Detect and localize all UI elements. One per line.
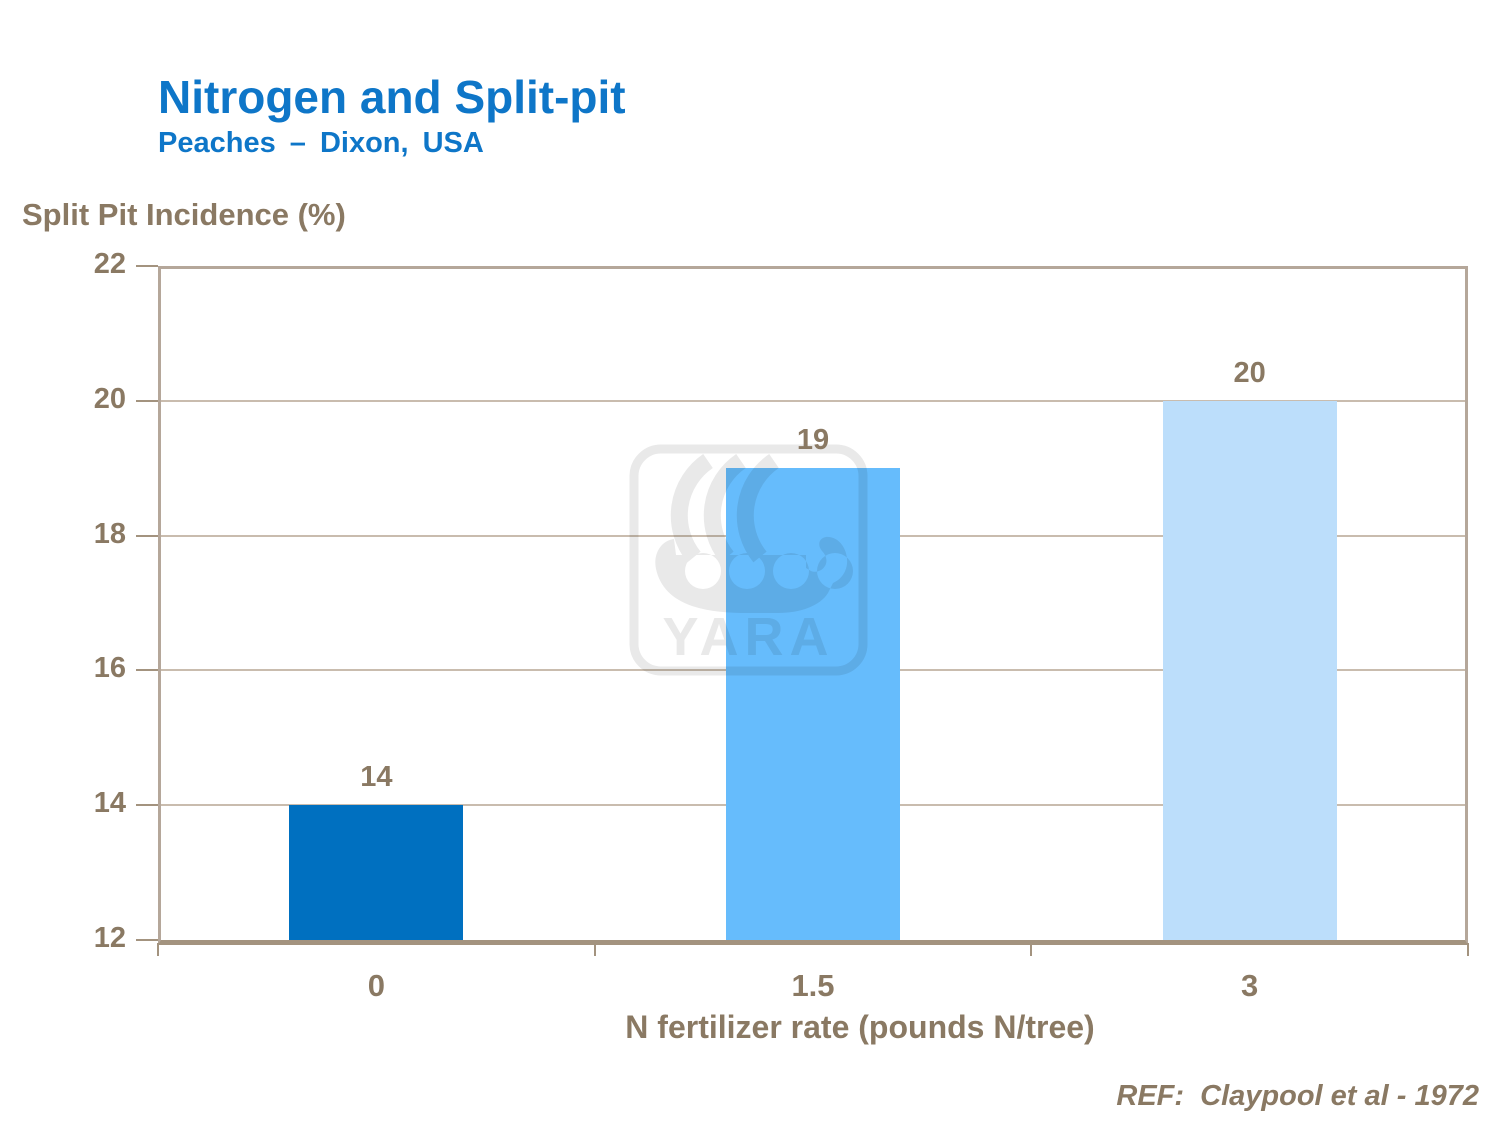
x-tick-mark bbox=[593, 943, 596, 956]
y-tick-mark bbox=[136, 804, 158, 807]
bar bbox=[289, 805, 464, 940]
x-tick-label: 1.5 bbox=[791, 968, 835, 1003]
x-tick-mark bbox=[1030, 943, 1033, 956]
y-tick-mark bbox=[136, 669, 158, 672]
y-tick-mark bbox=[136, 265, 158, 267]
y-tick-label: 12 bbox=[93, 922, 126, 954]
bar-value-label: 20 bbox=[1233, 356, 1266, 389]
gridline bbox=[158, 399, 1468, 402]
bar-value-label: 14 bbox=[360, 761, 393, 794]
x-tick-label: 0 bbox=[367, 968, 385, 1003]
bar bbox=[726, 468, 900, 940]
x-tick-label: 3 bbox=[1241, 968, 1259, 1003]
y-tick-label: 16 bbox=[93, 652, 126, 685]
y-tick-label: 18 bbox=[93, 517, 126, 550]
y-tick-mark bbox=[136, 399, 158, 402]
y-tick-label: 14 bbox=[93, 787, 126, 820]
y-tick-mark bbox=[136, 939, 158, 941]
slide-title: Nitrogen and Split-pit bbox=[158, 71, 626, 123]
bar bbox=[1162, 400, 1337, 940]
x-axis-title: N fertilizer rate (pounds N/tree) bbox=[625, 1009, 1095, 1045]
y-tick-label: 20 bbox=[93, 382, 126, 415]
y-tick-label: 22 bbox=[93, 248, 126, 280]
y-tick-mark bbox=[136, 534, 158, 537]
x-tick-mark bbox=[1467, 943, 1469, 956]
x-tick-mark bbox=[157, 943, 159, 956]
slide-subtitle: Peaches – Dixon, USA bbox=[158, 127, 484, 159]
reference-citation: REF: Claypool et al - 1972 bbox=[1116, 1080, 1479, 1112]
bar-value-label: 19 bbox=[796, 424, 830, 457]
y-axis-title: Split Pit Incidence (%) bbox=[22, 197, 346, 232]
